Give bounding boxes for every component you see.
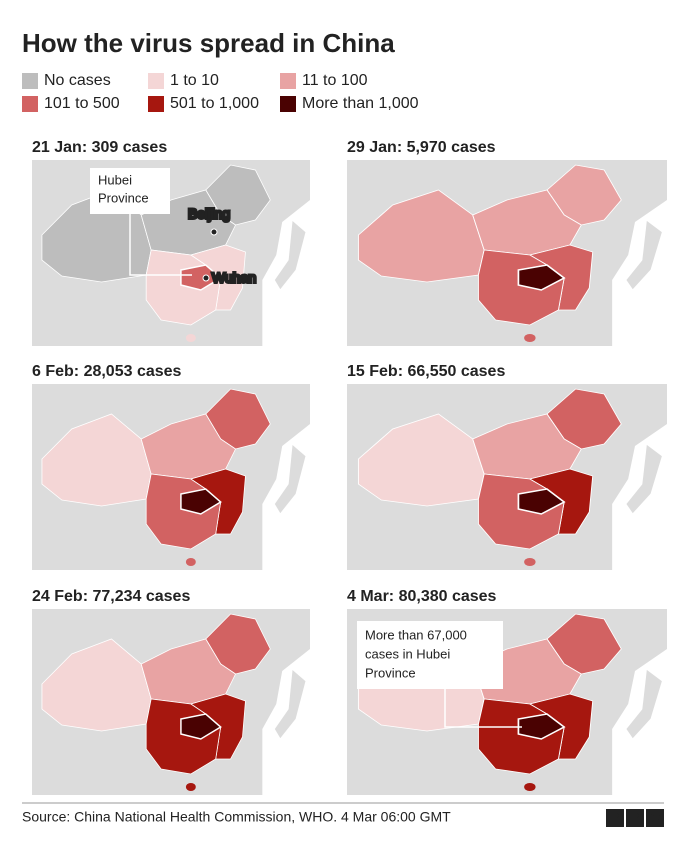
title: How the virus spread in China: [22, 28, 395, 58]
annotation-text: cases in Hubei: [365, 646, 450, 661]
legend-label: 11 to 100: [302, 72, 368, 89]
annotation-text: Province: [98, 190, 149, 205]
map-panel: [32, 384, 310, 570]
hainan: [524, 334, 536, 342]
city-dot: [210, 228, 218, 236]
panel-title: 24 Feb: 77,234 cases: [32, 588, 190, 605]
connector: [444, 689, 522, 728]
legend-swatch: [280, 73, 296, 89]
legend-label: 501 to 1,000: [170, 95, 259, 112]
japan: [625, 219, 664, 291]
annotation-text: Province: [365, 665, 416, 680]
province-region: [180, 488, 222, 515]
logo-block: [606, 809, 624, 827]
province-region: [517, 264, 566, 291]
legend-label: No cases: [44, 72, 111, 89]
legend-swatch: [22, 96, 38, 112]
city-label: Beijing: [188, 206, 230, 222]
hainan: [185, 558, 196, 566]
logo-letter: C: [650, 810, 660, 826]
annotation-text: More than 67,000: [365, 627, 467, 642]
hainan: [524, 558, 536, 566]
japan: [273, 218, 307, 291]
hainan: [185, 783, 196, 791]
legend-swatch: [148, 96, 164, 112]
map-panel: More than 67,000 cases in Hubei Province: [347, 609, 667, 795]
legend-label: 101 to 500: [44, 95, 120, 112]
annotation-box: [90, 168, 170, 214]
japan: [625, 443, 664, 515]
panel-title: 6 Feb: 28,053 cases: [32, 363, 182, 380]
china-map: [41, 164, 271, 342]
panel-title: 15 Feb: 66,550 cases: [347, 363, 505, 380]
province-region: [517, 713, 566, 740]
connector: [129, 213, 192, 276]
logo-letter: B: [610, 810, 620, 826]
map-panel: [347, 384, 667, 570]
china-map: [357, 388, 622, 566]
japan: [273, 442, 307, 515]
city-dot: [202, 274, 210, 282]
china-map: [357, 164, 622, 342]
legend-swatch: [280, 96, 296, 112]
legend-label: 1 to 10: [170, 72, 219, 89]
legend-swatch: [148, 73, 164, 89]
panel-title: 21 Jan: 309 cases: [32, 139, 167, 156]
japan: [273, 667, 307, 740]
hainan: [524, 783, 536, 791]
hainan: [185, 334, 196, 342]
map-panel: Hubei Province Beijing Wuhan: [32, 160, 310, 346]
legend-swatch: [22, 73, 38, 89]
logo-block: [646, 809, 664, 827]
panel-title: 29 Jan: 5,970 cases: [347, 139, 496, 156]
china-map: [41, 613, 271, 791]
panel-title: 4 Mar: 80,380 cases: [347, 588, 497, 605]
logo-letter: B: [630, 810, 640, 826]
city-label: Wuhan: [212, 270, 256, 286]
japan: [625, 668, 664, 740]
map-panel: [347, 160, 667, 346]
annotation-box: [357, 621, 503, 689]
map-panel: [32, 609, 310, 795]
province-region: [517, 488, 566, 515]
source: Source: China National Health Commission…: [22, 809, 451, 825]
annotation-text: Hubei: [98, 172, 132, 187]
logo-block: [626, 809, 644, 827]
china-map: [41, 388, 271, 566]
province-region: [180, 264, 222, 291]
province-region: [180, 713, 222, 740]
legend-label: More than 1,000: [302, 95, 419, 112]
